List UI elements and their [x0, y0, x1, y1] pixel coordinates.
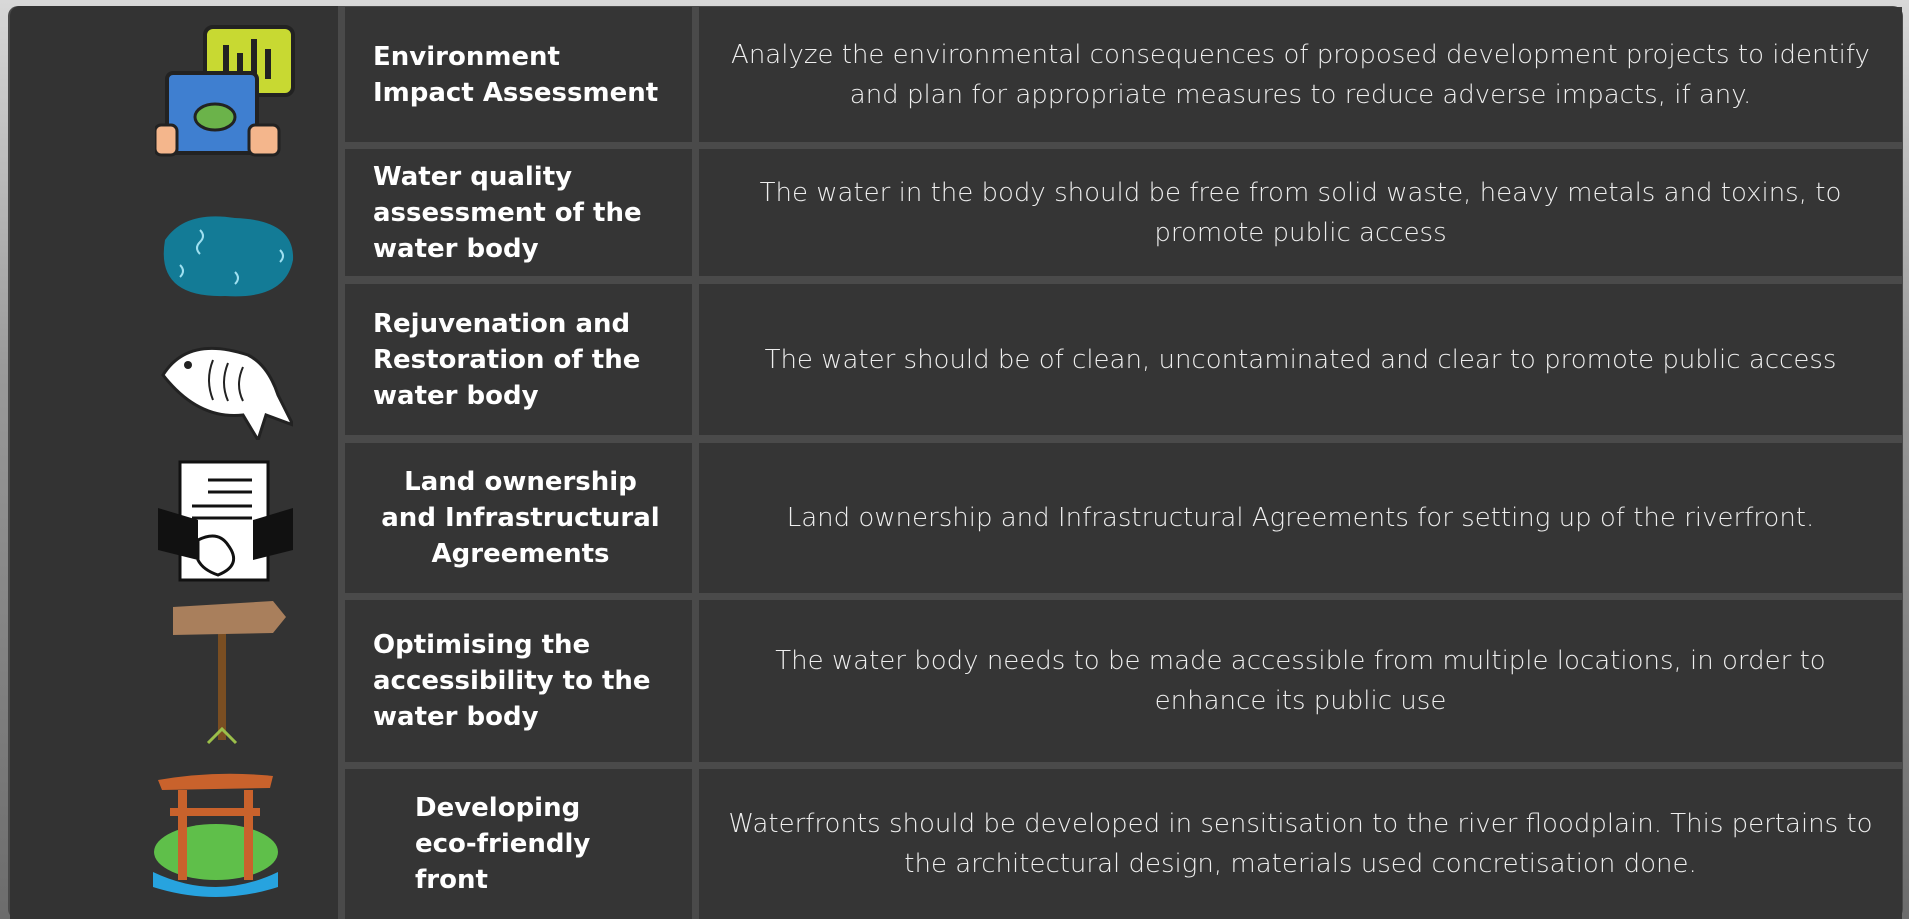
- row-description: Waterfronts should be developed in sensi…: [699, 769, 1902, 919]
- icon-column: [10, 6, 338, 919]
- row-title: Environment Impact Assessment: [345, 7, 692, 142]
- row-title: Rejuvenation and Restoration of the wate…: [345, 284, 692, 435]
- icon-assessment: [155, 25, 295, 157]
- row-title: Land ownership and Infrastructural Agree…: [345, 443, 692, 593]
- row-description: Land ownership and Infrastructural Agree…: [699, 443, 1902, 593]
- row-description: The water body needs to be made accessib…: [699, 600, 1902, 762]
- row-title: Optimising the accessibility to the wate…: [345, 600, 692, 762]
- row-title: Developing eco-friendly front: [345, 769, 692, 919]
- icon-fish: [161, 346, 293, 440]
- row-description: The water in the body should be free fro…: [699, 149, 1902, 276]
- row-title: Water quality assessment of the water bo…: [345, 149, 692, 276]
- icon-agreement: [158, 460, 293, 582]
- row-description: Analyze the environmental consequences o…: [699, 7, 1902, 142]
- icon-signpost: [173, 601, 286, 745]
- row-description: The water should be of clean, uncontamin…: [699, 284, 1902, 435]
- icon-water: [163, 216, 294, 297]
- icon-torii: [153, 773, 278, 897]
